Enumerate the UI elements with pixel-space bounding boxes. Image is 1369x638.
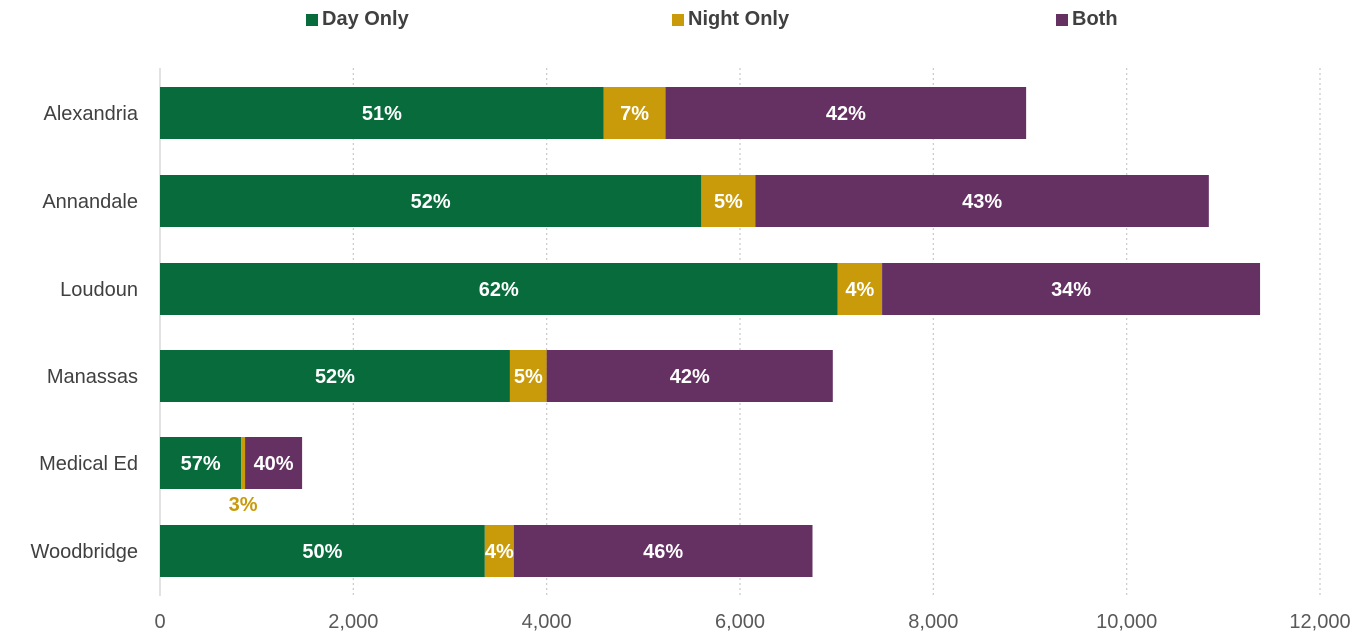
bar-data-label: 42% xyxy=(670,366,710,388)
category-label: Alexandria xyxy=(43,103,138,125)
bar-segment xyxy=(160,350,510,402)
x-tick-label: 0 xyxy=(154,611,165,633)
bar-data-label: 50% xyxy=(302,541,342,563)
category-label: Manassas xyxy=(47,366,138,388)
bars: 51% 7% 42% 52% 5% 43% 62% 4% 34% 52% 5% 42% 57% 3% 40%… xyxy=(160,87,1261,577)
bar-segment xyxy=(513,525,813,577)
bar-segment xyxy=(245,437,303,489)
bar-data-label: 34% xyxy=(1051,279,1091,301)
bar-segment xyxy=(484,525,514,577)
bar-data-label: 52% xyxy=(411,191,451,213)
legend-label-night-only: Night Only xyxy=(688,8,790,30)
bar-segment xyxy=(160,525,485,577)
bar-segment xyxy=(837,263,883,315)
legend: Day Only Night Only Both xyxy=(0,8,1369,34)
bar-data-label: 7% xyxy=(620,103,649,125)
gridlines xyxy=(352,68,1321,596)
category-label: Medical Ed xyxy=(39,453,138,475)
bar-data-label: 43% xyxy=(962,191,1002,213)
bar-segment xyxy=(546,350,833,402)
category-labels: Alexandria Annandale Loudoun Manassas Medica… xyxy=(31,103,139,563)
bar-segment xyxy=(509,350,547,402)
legend-label-day-only: Day Only xyxy=(322,8,409,30)
legend-label-both: Both xyxy=(1072,8,1118,30)
bar-segment xyxy=(241,437,246,489)
bar-segment xyxy=(160,437,242,489)
bar-data-label: 51% xyxy=(362,103,402,125)
bar-data-label: 52% xyxy=(315,366,355,388)
legend-item-both: Both xyxy=(1056,8,1118,31)
x-tick-label: 6,000 xyxy=(715,611,765,633)
bar-data-label: 62% xyxy=(479,279,519,301)
bar-data-label: 46% xyxy=(643,541,683,563)
x-tick-label: 12,000 xyxy=(1289,611,1350,633)
category-label: Loudoun xyxy=(60,279,138,301)
bar-segment xyxy=(160,175,702,227)
bar-segment xyxy=(882,263,1261,315)
bar-segment xyxy=(160,263,838,315)
legend-swatch-day-only xyxy=(306,13,318,26)
bar-segment xyxy=(755,175,1209,227)
category-label: Annandale xyxy=(42,191,138,213)
bar-segment xyxy=(701,175,756,227)
legend-swatch-both xyxy=(1056,13,1068,26)
legend-item-night-only: Night Only xyxy=(672,8,789,31)
x-tick-label: 4,000 xyxy=(522,611,572,633)
x-tick-label: 8,000 xyxy=(908,611,958,633)
legend-item-day-only: Day Only xyxy=(306,8,409,31)
bar-data-label: 4% xyxy=(845,279,874,301)
bar-data-label: 5% xyxy=(714,191,743,213)
x-tick-label: 2,000 xyxy=(328,611,378,633)
bar-segment xyxy=(665,87,1027,139)
bar-data-label: 5% xyxy=(514,366,543,388)
legend-swatch-night-only xyxy=(672,13,684,26)
category-label: Woodbridge xyxy=(31,541,138,563)
bar-data-label: 4% xyxy=(485,541,514,563)
bar-data-label: 40% xyxy=(254,453,294,475)
x-tick-label: 10,000 xyxy=(1096,611,1157,633)
bar-segment xyxy=(160,87,604,139)
bar-segment xyxy=(603,87,666,139)
bar-data-label: 3% xyxy=(229,494,258,516)
x-tick-labels: 0 2,000 4,000 6,000 8,000 10,000 12,000 xyxy=(154,611,1350,633)
bar-data-label: 57% xyxy=(181,453,221,475)
bar-data-label: 42% xyxy=(826,103,866,125)
